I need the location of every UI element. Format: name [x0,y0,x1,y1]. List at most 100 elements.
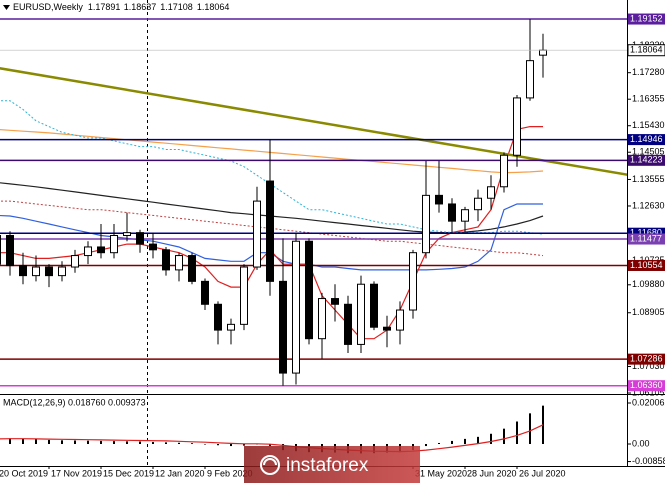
macd-bar [191,443,193,445]
watermark: instaforex [244,446,420,483]
x-tick-label: 31 May 2020 [415,468,467,478]
price-panel [0,18,627,387]
macd-bar [269,444,271,447]
candle-body [344,303,352,345]
current-price-box [627,44,665,57]
macd-signal [0,424,544,453]
watermark-text: instaforex [286,455,369,476]
macd-bar [87,440,89,445]
level-label: 1.14223 [630,155,663,165]
x-tick-label: 15 Dec 2019 [103,468,154,478]
candle-body [266,180,274,282]
y-tick-label: 1.17280 [632,67,665,77]
candle-body [149,243,157,251]
macd-bar [113,441,115,445]
level-label-box [628,134,665,146]
watermark-logo-arc [263,458,277,466]
macd-bar [438,442,440,445]
candle-body [305,240,313,340]
candle-body [45,266,53,277]
macd-bar [451,440,453,445]
candle-body [32,266,40,277]
candle-body [253,200,261,268]
candle-body [0,234,1,265]
candle-body [409,252,417,311]
macd-bar [165,442,167,445]
candle-body [383,326,391,331]
watermark-box [244,446,420,483]
chart-title: EURUSD,Weekly [13,2,83,12]
macd-bar [100,440,102,445]
candle-body [188,255,196,282]
indicator-line [0,200,544,257]
level-label: 1.10554 [630,260,663,270]
candle-body [19,265,27,277]
candle-body [292,240,300,374]
candle-body [396,309,404,331]
candle-body [526,60,534,99]
candle-body [58,266,66,277]
candle-body [162,249,170,271]
open-value: 1.17891 [88,2,121,12]
candle-body [357,283,365,345]
y-tick-label: 1.10725 [632,255,665,265]
y-tick-label: 1.12630 [632,200,665,210]
candle-body [318,298,326,340]
macd-bar [178,442,180,445]
candle-body [448,203,456,222]
candle-body [201,280,209,305]
level-label: 1.14946 [630,134,663,144]
candle-body [331,298,339,305]
indicator-line [0,100,544,235]
macd-bar [230,444,232,447]
candle-body [487,186,495,199]
candle-body [539,49,547,56]
x-tick-label: 17 Nov 2019 [51,468,102,478]
candle-body [279,280,287,374]
macd-bar [477,436,479,445]
y-tick-label: 1.13555 [632,174,665,184]
macd-bar [9,438,11,445]
candle-body [84,246,92,257]
macd-bar [217,444,219,446]
y-tick-label: 1.14505 [632,147,665,157]
candle-body [474,197,482,211]
candle-body [97,246,105,254]
close-value: 1.18064 [197,2,230,12]
macd-bar [74,440,76,445]
macd-y-tick-label: 0.00 [632,438,650,448]
x-tick-label: 28 Jun 2020 [467,468,517,478]
level-label-box [628,13,665,25]
chart-header: EURUSD,Weekly 1.17891 1.18637 1.17108 1.1806… [13,2,229,12]
candle-body [227,323,235,331]
candle-body [175,255,183,271]
macd-bar [425,444,427,447]
macd-title: MACD(12,26,9) 0.018760 0.009373 [3,397,146,407]
candle-body [6,234,14,267]
macd-bar [503,428,505,445]
trendline [0,67,627,176]
macd-bar [139,441,141,445]
level-label-box [628,154,665,166]
y-tick-label: 1.16355 [632,94,665,104]
candle-body [71,255,79,268]
macd-bar [490,433,492,445]
candle-body [500,154,508,188]
x-tick-label: 26 Jul 2020 [519,468,566,478]
candle-body [435,194,443,205]
menu-icon [3,5,10,10]
candle-body [136,232,144,245]
candle-body [370,283,378,328]
level-label: 1.11477 [630,233,662,243]
macd-bar [152,441,154,445]
macd-bar [22,438,24,445]
candle-body [214,303,222,331]
y-tick-label: 1.09880 [632,279,665,289]
axes: 1.06105 1.07030 1.08905 1.09880 1.10725 1.126… [0,13,665,478]
macd-bar [35,439,37,445]
macd-y-tick-label: 0.020062 [632,397,665,407]
level-label: 1.06360 [630,380,663,390]
y-tick-label: 1.08905 [632,307,665,317]
macd-bar [48,439,50,445]
